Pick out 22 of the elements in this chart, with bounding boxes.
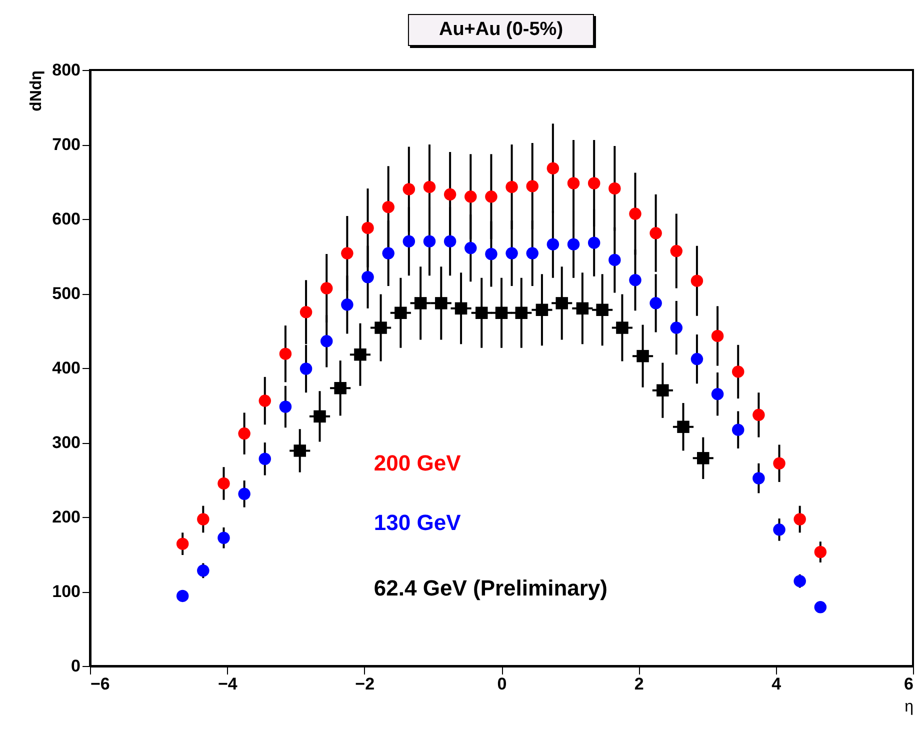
y-tick-label: 700 — [52, 135, 80, 154]
x-tick-label: 6 — [904, 674, 914, 694]
x-tick-label: −4 — [218, 674, 238, 694]
x-tick-label: −2 — [355, 674, 375, 694]
x-tick-label: −6 — [90, 674, 110, 694]
text: 200 GeV — [374, 450, 462, 476]
y-axis-title: dNdη — [28, 70, 46, 112]
y-tick-label: 800 — [52, 60, 80, 80]
y-tick-label: 0 — [71, 656, 80, 676]
text: 130 GeV — [374, 510, 462, 535]
x-tick-label: 0 — [497, 674, 507, 694]
y-tick-label: 400 — [52, 358, 80, 378]
y-tick-label: 300 — [52, 433, 80, 452]
x-axis-title: η — [904, 698, 914, 716]
y-tick-label: 500 — [52, 284, 80, 303]
y-tick-label: 600 — [52, 210, 80, 228]
chart-title: Au+Au (0-5%) — [408, 14, 594, 46]
y-tick-label: 100 — [52, 582, 80, 601]
x-tick-label: 2 — [634, 674, 644, 694]
y-tick-label: 200 — [52, 508, 80, 526]
text: 62.4 GeV (Preliminary) — [374, 576, 608, 601]
x-tick-label: 4 — [772, 674, 782, 694]
